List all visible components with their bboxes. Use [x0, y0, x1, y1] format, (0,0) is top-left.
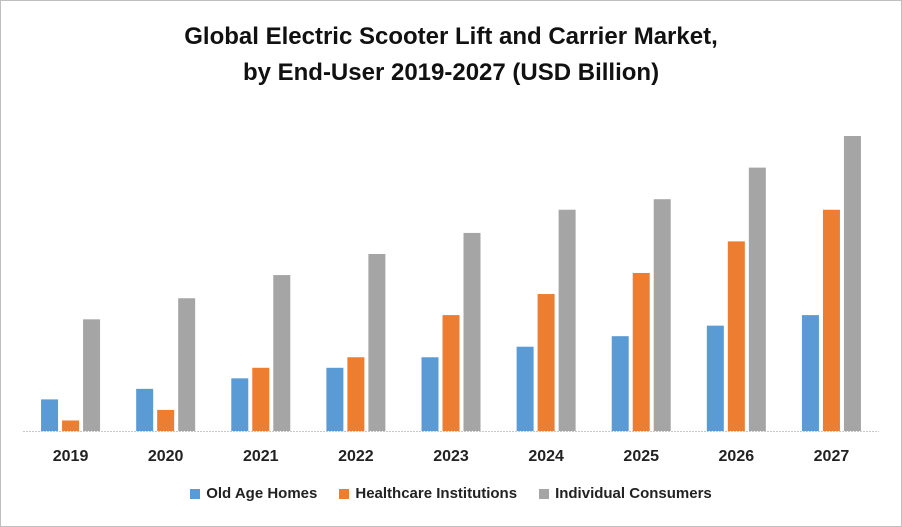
legend-label: Healthcare Institutions	[355, 485, 518, 502]
x-tick-label: 2024	[528, 448, 564, 465]
bar-healthcare-institutions-2019	[62, 420, 80, 431]
x-tick-label: 2027	[814, 448, 850, 465]
legend-swatch	[190, 488, 201, 499]
bar-individual-consumers-2026	[748, 167, 766, 431]
chart-title: Global Electric Scooter Lift and Carrier…	[184, 23, 718, 50]
bar-healthcare-institutions-2024	[537, 294, 555, 431]
bar-old-age-homes-2019	[41, 399, 59, 431]
legend-item-individual-consumers: Individual Consumers	[539, 485, 712, 502]
bar-individual-consumers-2023	[463, 232, 481, 431]
bar-old-age-homes-2024	[516, 346, 534, 431]
bar-old-age-homes-2026	[706, 325, 724, 431]
legend-item-old-age-homes: Old Age Homes	[190, 485, 317, 502]
legend-swatch	[339, 488, 350, 499]
bar-old-age-homes-2022	[326, 367, 344, 431]
bar-healthcare-institutions-2023	[442, 315, 460, 431]
legend: Old Age Homes Healthcare Institutions In…	[1, 485, 901, 502]
legend-item-healthcare-institutions: Healthcare Institutions	[339, 485, 517, 502]
bar-healthcare-institutions-2025	[632, 272, 650, 431]
bar-individual-consumers-2020	[178, 298, 196, 431]
bar-healthcare-institutions-2027	[822, 209, 840, 431]
x-tick-label: 2026	[719, 448, 755, 465]
bar-healthcare-institutions-2020	[157, 409, 175, 431]
bar-individual-consumers-2019	[83, 319, 101, 431]
bar-old-age-homes-2027	[801, 315, 819, 431]
chart-subtitle: by End-User 2019-2027 (USD Billion)	[242, 59, 660, 86]
bar-individual-consumers-2025	[653, 199, 671, 431]
bar-individual-consumers-2021	[273, 275, 291, 431]
bar-individual-consumers-2027	[843, 136, 861, 431]
x-tick-label: 2022	[338, 448, 374, 465]
legend-label: Old Age Homes	[206, 485, 318, 502]
legend-swatch	[539, 488, 550, 499]
x-tick-label: 2020	[148, 448, 184, 465]
bar-old-age-homes-2021	[231, 378, 249, 431]
bar-individual-consumers-2022	[368, 254, 386, 431]
x-tick-label: 2019	[53, 448, 89, 465]
x-tick-label: 2021	[243, 448, 279, 465]
bar-old-age-homes-2020	[136, 388, 154, 431]
bar-old-age-homes-2023	[421, 357, 439, 431]
legend-label: Individual Consumers	[555, 485, 712, 502]
bar-healthcare-institutions-2026	[727, 241, 745, 431]
x-tick-label: 2025	[623, 448, 659, 465]
bar-healthcare-institutions-2021	[252, 367, 270, 431]
bar-individual-consumers-2024	[558, 209, 576, 431]
x-tick-label: 2023	[433, 448, 469, 465]
bar-healthcare-institutions-2022	[347, 357, 365, 431]
bar-old-age-homes-2025	[611, 336, 629, 431]
